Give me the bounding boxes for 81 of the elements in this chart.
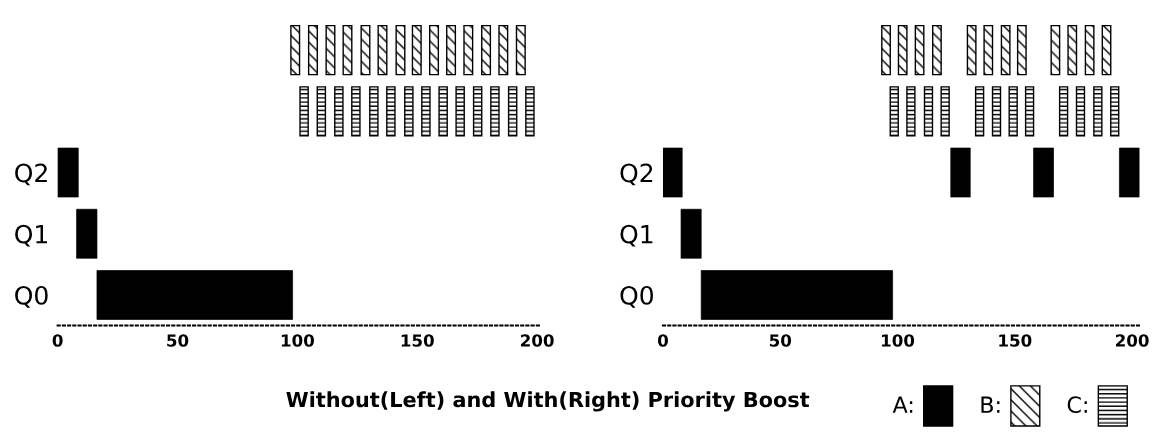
bar (360, 24, 371, 76)
bar (472, 86, 483, 137)
bar (923, 86, 934, 137)
bar (395, 24, 406, 76)
bar (299, 86, 309, 137)
bar (1000, 24, 1011, 76)
text: Without(Left) and With(Right) Priority Boost (286, 391, 810, 412)
x-tick-label: 150 (401, 334, 434, 347)
bar (906, 86, 916, 137)
bar (932, 24, 942, 76)
x-tick-label: 100 (882, 334, 915, 347)
bar (889, 86, 899, 137)
y-tick-label: Q1 (15, 224, 48, 247)
bar (351, 86, 361, 137)
bar (515, 24, 526, 76)
bar (316, 86, 327, 137)
bar (96, 270, 293, 320)
x-tick-label: 100 (281, 334, 314, 347)
bar (1110, 86, 1120, 137)
bar (940, 86, 950, 137)
bar (429, 24, 440, 76)
bar (1067, 24, 1078, 76)
bar (463, 24, 474, 76)
bar (481, 24, 492, 76)
y-tick-label: Q2 (15, 163, 47, 186)
bar (950, 147, 971, 198)
bar (881, 24, 891, 76)
bar (1075, 86, 1086, 137)
y-tick-label: Q0 (620, 285, 653, 308)
bar (498, 24, 509, 76)
bar (421, 86, 431, 137)
x-tick-label: 50 (167, 334, 189, 347)
legend-label: C: (1067, 396, 1087, 414)
bar (325, 24, 336, 76)
bar (914, 24, 925, 76)
bar (342, 24, 353, 76)
bar (1050, 24, 1061, 76)
bar (1119, 147, 1140, 198)
bar (1093, 86, 1103, 137)
bar (897, 24, 908, 76)
bar (662, 147, 683, 198)
x-tick-label: 200 (521, 334, 554, 347)
legend-label: A: (892, 396, 913, 413)
bar (700, 270, 893, 320)
bar (525, 86, 535, 137)
y-tick-label: Q2 (620, 163, 653, 186)
bar (983, 24, 994, 76)
bar (377, 24, 388, 76)
bar (680, 208, 702, 259)
x-tick-label: 200 (1116, 334, 1149, 347)
x-tick-label: 0 (52, 334, 63, 347)
bar (1024, 86, 1035, 137)
bar (507, 86, 518, 137)
bar (290, 24, 301, 76)
y-tick-label: Q1 (620, 224, 653, 247)
bar (76, 208, 98, 259)
bar (966, 24, 977, 76)
legend-label: B: (981, 396, 1000, 413)
x-tick-label: 0 (657, 334, 668, 347)
bar (404, 86, 414, 137)
bar (1008, 86, 1018, 137)
bar (438, 86, 448, 137)
bar (1016, 24, 1027, 76)
bar (455, 86, 465, 137)
y-tick-label: Q0 (15, 285, 48, 308)
bar (1058, 86, 1069, 137)
bar (490, 86, 500, 137)
x-tick-label: 50 (769, 334, 792, 347)
bar (57, 147, 79, 198)
bar (1084, 24, 1095, 76)
bar (446, 24, 457, 76)
bar (411, 24, 422, 76)
bar (1101, 24, 1112, 76)
bar (334, 86, 344, 137)
bar (307, 24, 318, 76)
x-tick-label: 150 (999, 334, 1032, 347)
bar (369, 86, 379, 137)
bar (974, 86, 985, 137)
bar (386, 86, 396, 137)
bar (991, 86, 1002, 137)
bar (1033, 147, 1054, 198)
